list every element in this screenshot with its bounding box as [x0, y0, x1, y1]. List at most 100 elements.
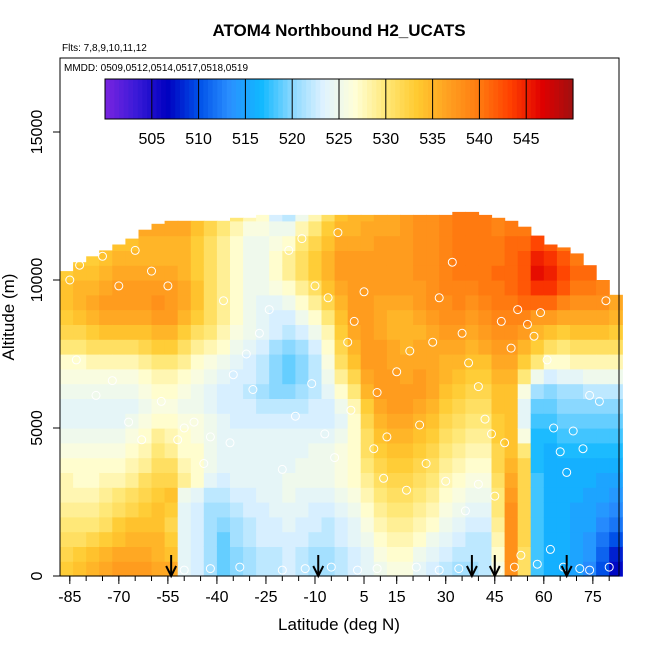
- heatmap-cell: [164, 383, 179, 399]
- sample-point: [307, 379, 317, 389]
- heatmap-cell: [230, 265, 244, 281]
- heatmap-cell: [203, 398, 218, 414]
- heatmap-cell: [570, 561, 584, 577]
- heatmap-cell: [439, 368, 453, 385]
- heatmap-cell: [164, 250, 179, 266]
- heatmap-cell: [439, 487, 453, 503]
- heatmap-cell: [269, 502, 283, 518]
- heatmap-cell: [609, 309, 623, 325]
- heatmap-cell: [295, 354, 310, 370]
- heatmap-cell: [478, 309, 493, 325]
- heatmap-cell: [504, 413, 519, 429]
- sample-point: [277, 565, 287, 575]
- heatmap-cell: [151, 324, 166, 340]
- sample-point: [601, 296, 611, 306]
- heatmap-cell: [373, 472, 388, 488]
- heatmap-cell: [256, 413, 270, 429]
- sample-point: [254, 328, 264, 338]
- heatmap-cell: [517, 226, 532, 237]
- heatmap-cell: [596, 398, 610, 414]
- colorbar-segment: [254, 79, 261, 119]
- colorbar-segment: [409, 79, 415, 119]
- colorbar-segment: [512, 79, 518, 119]
- heatmap-cell: [321, 294, 336, 311]
- heatmap-cell: [517, 428, 532, 444]
- heatmap-cell: [517, 235, 532, 251]
- heatmap-cell: [360, 472, 375, 488]
- heatmap-cell: [282, 368, 296, 385]
- heatmap-cell: [452, 250, 466, 266]
- heatmap-cell: [452, 265, 466, 281]
- heatmap-cell: [125, 531, 140, 547]
- heatmap-cell: [596, 294, 610, 311]
- heatmap-cell: [556, 280, 571, 296]
- heatmap-cell: [256, 546, 270, 562]
- heatmap-cell: [426, 398, 440, 414]
- heatmap-cell: [517, 398, 532, 414]
- heatmap-cell: [269, 265, 283, 281]
- sample-point: [532, 559, 542, 569]
- heatmap-cell: [543, 309, 558, 325]
- heatmap-cell: [151, 546, 166, 562]
- heatmap-cell: [256, 383, 270, 399]
- heatmap-cell: [216, 280, 231, 296]
- x-tick-label: 30: [437, 589, 455, 606]
- sample-point: [568, 426, 578, 436]
- heatmap-cell: [530, 265, 545, 281]
- heatmap-cell: [73, 487, 87, 503]
- heatmap-cell: [583, 457, 597, 473]
- sample-point: [523, 319, 532, 329]
- heatmap-cell: [295, 324, 310, 340]
- heatmap-cell: [400, 413, 414, 429]
- heatmap-cell: [360, 457, 375, 473]
- heatmap-cell: [609, 354, 623, 370]
- heatmap-cell: [465, 250, 480, 266]
- sample-point: [509, 562, 519, 572]
- heatmap-cell: [386, 561, 401, 577]
- colorbar-segment: [371, 79, 378, 119]
- sample-point: [500, 438, 510, 448]
- heatmap-cell: [243, 487, 257, 503]
- heatmap-cell: [138, 531, 153, 547]
- heatmap-cell: [125, 265, 140, 281]
- heatmap-cell: [164, 398, 179, 414]
- heatmap-cell: [99, 339, 113, 355]
- heatmap-cell: [386, 442, 401, 459]
- heatmap-cell: [269, 368, 283, 385]
- heatmap-cell: [517, 502, 532, 518]
- heatmap-cell: [190, 265, 205, 281]
- heatmap-cell: [190, 546, 205, 562]
- heatmap-cell: [596, 354, 610, 370]
- sample-point: [575, 564, 585, 574]
- heatmap-cell: [386, 516, 401, 533]
- heatmap-cell: [282, 280, 296, 296]
- sample-point: [545, 544, 555, 554]
- heatmap-cell: [478, 561, 493, 577]
- heatmap-cell: [177, 235, 192, 251]
- colorbar-segment: [470, 79, 476, 119]
- heatmap-cell: [452, 339, 466, 355]
- heatmap-cell: [583, 265, 597, 281]
- heatmap-cell: [413, 250, 427, 266]
- heatmap-cell: [386, 472, 401, 488]
- heatmap-cell: [465, 516, 480, 533]
- heatmap-cell: [504, 309, 519, 325]
- heatmap-cell: [308, 413, 323, 429]
- heatmap-cell: [256, 354, 270, 370]
- heatmap-cell: [400, 235, 414, 251]
- heatmap-cell: [478, 383, 493, 399]
- heatmap-cell: [426, 472, 440, 488]
- heatmap-cell: [334, 368, 349, 385]
- heatmap-cell: [86, 398, 100, 414]
- x-tick-label: -25: [254, 589, 277, 606]
- heatmap-cell: [334, 339, 349, 355]
- heatmap-cell: [177, 398, 192, 414]
- heatmap-cell: [164, 309, 179, 325]
- heatmap-cell: [583, 428, 597, 444]
- heatmap-cell: [452, 383, 466, 399]
- colorbar-segment: [488, 79, 495, 119]
- heatmap-cell: [99, 442, 113, 459]
- heatmap-cell: [334, 487, 349, 503]
- heatmap-cell: [99, 502, 113, 518]
- colorbar-tick-label: 530: [372, 131, 399, 148]
